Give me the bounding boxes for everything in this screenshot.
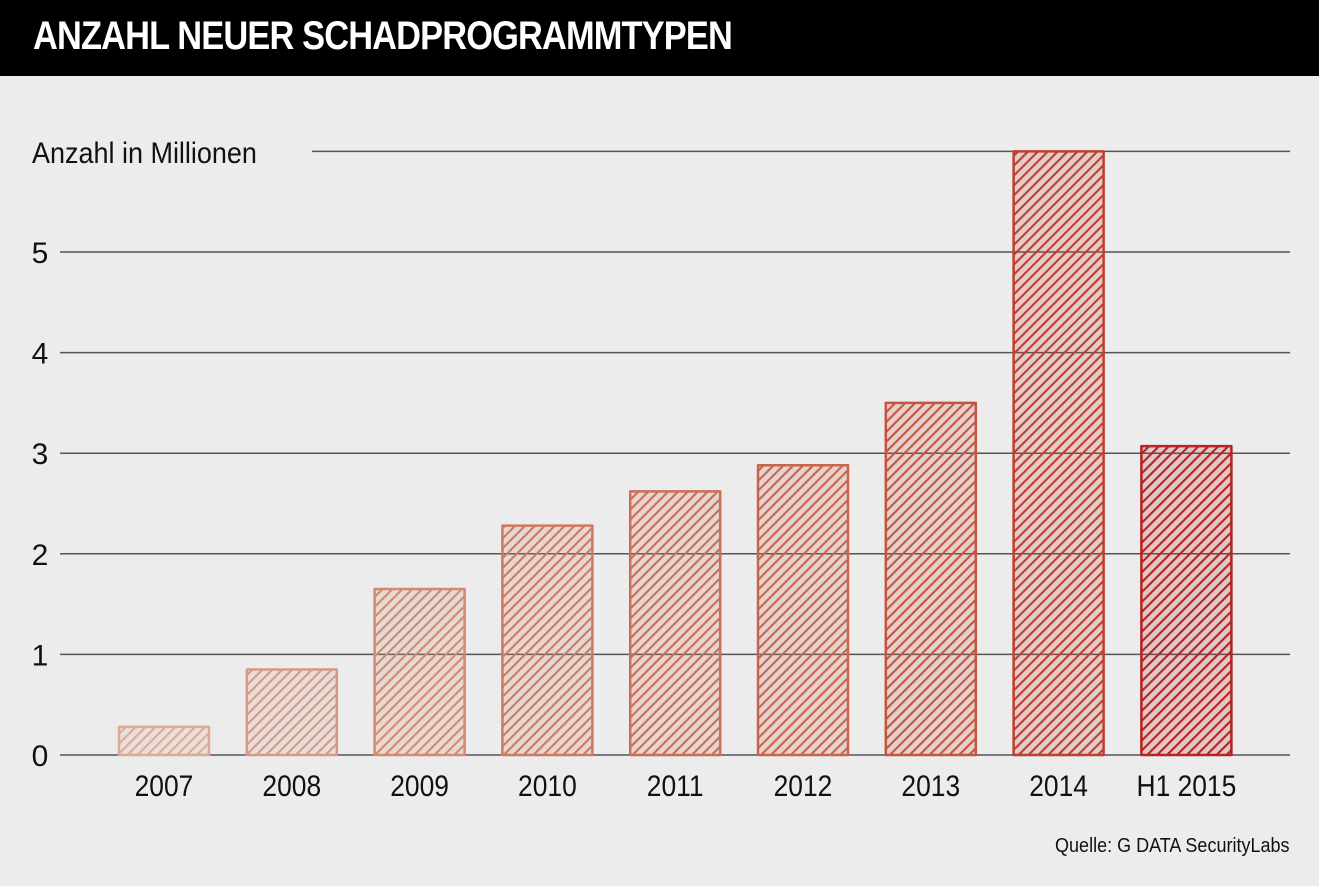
bar (501, 524, 594, 757)
x-tick-label: 2008 (262, 768, 321, 802)
bar-2009 (373, 587, 466, 757)
bar-h1-2015 (1140, 444, 1233, 757)
y-tick-label: 3 (32, 438, 49, 471)
bars (117, 150, 1233, 757)
bar-2012 (756, 464, 850, 757)
y-tick-label: 2 (32, 539, 49, 572)
y-tick-label: 0 (32, 740, 49, 773)
y-axis-label: Anzahl in Millionen (32, 137, 257, 171)
x-tick-label: 2010 (518, 768, 577, 802)
x-tick-label: 2011 (647, 768, 704, 802)
bar-2011 (628, 490, 722, 757)
bar (1140, 444, 1233, 757)
bar-2008 (245, 668, 339, 757)
bar (245, 668, 339, 757)
bar (628, 490, 722, 757)
y-tick-label: 1 (32, 639, 49, 672)
x-tick-labels: 2007 2008 2009 2010 2011 2012 2013 2014 H1 2015 (135, 768, 1237, 802)
bar-2013 (884, 401, 978, 757)
bar (1012, 150, 1105, 757)
x-tick-label: 2009 (390, 768, 449, 802)
bar-2014 (1012, 150, 1105, 757)
y-tick-label: 4 (32, 338, 49, 371)
x-tick-label: 2014 (1029, 768, 1088, 802)
bar (884, 401, 978, 757)
bar (117, 725, 211, 757)
x-tick-label: H1 2015 (1137, 768, 1237, 802)
header-bar: ANZAHL NEUER SCHADPROGRAMMTYPEN (0, 0, 1319, 76)
x-tick-label: 2012 (774, 768, 833, 802)
bar-2007 (117, 725, 211, 757)
bar (756, 464, 850, 757)
y-tick-labels: 0 1 2 3 4 5 (32, 237, 49, 773)
source-note: Quelle: G DATA SecurityLabs (1054, 835, 1289, 857)
x-tick-label: 2007 (135, 768, 194, 802)
y-tick-label: 5 (32, 237, 49, 270)
bar-2010 (501, 524, 594, 757)
chart-title: ANZAHL NEUER SCHADPROGRAMMTYPEN (33, 14, 733, 58)
bar (373, 587, 466, 757)
x-tick-label: 2013 (901, 768, 960, 802)
